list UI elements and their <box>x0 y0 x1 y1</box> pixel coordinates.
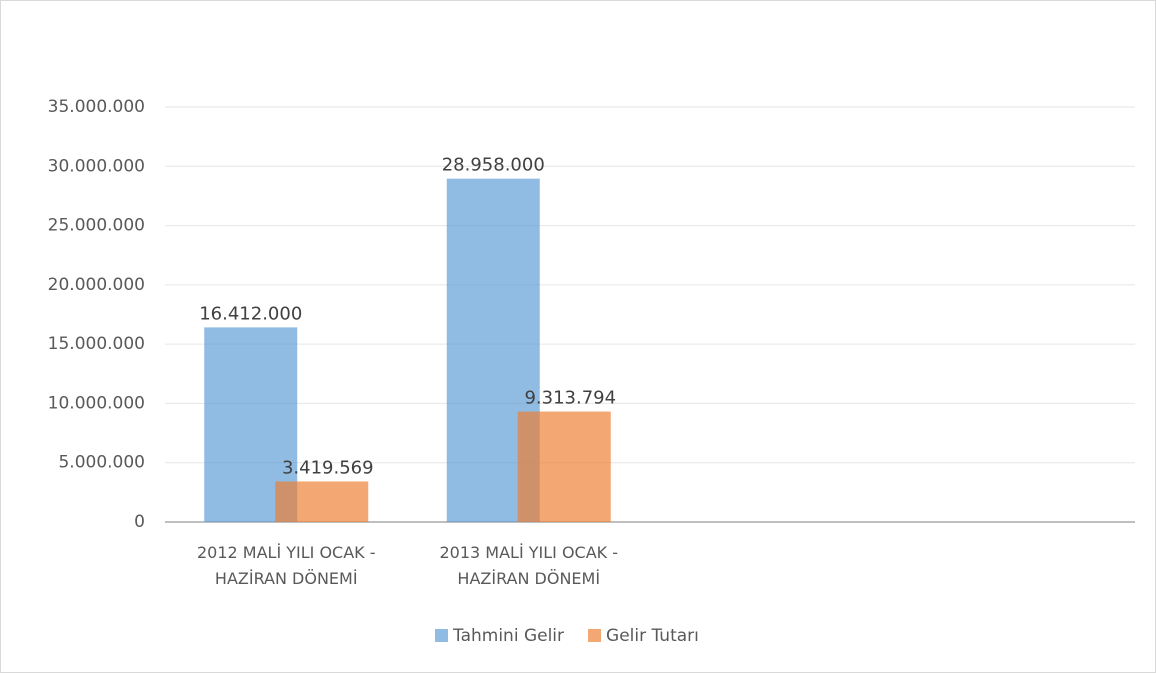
legend-label: Gelir Tutarı <box>606 626 699 646</box>
x-tick-label: 2012 MALİ YILI OCAK - HAZİRAN DÖNEMİ <box>196 543 376 588</box>
data-label: 3.419.569 <box>282 457 374 478</box>
y-tick-label: 5.000.000 <box>58 453 145 473</box>
y-tick-label: 15.000.000 <box>48 334 145 354</box>
bar <box>275 481 369 522</box>
data-label: 16.412.000 <box>199 303 302 324</box>
data-label: 28.958.000 <box>442 155 545 176</box>
x-tick-label: 2013 MALİ YILI OCAK - HAZİRAN DÖNEMİ <box>439 543 619 588</box>
bar <box>517 411 611 522</box>
y-tick-label: 20.000.000 <box>48 275 145 295</box>
y-tick-label: 35.000.000 <box>48 97 145 117</box>
y-tick-label: 0 <box>134 512 145 532</box>
y-tick-label: 25.000.000 <box>48 216 145 236</box>
legend-swatch <box>588 629 602 642</box>
data-label: 9.313.794 <box>524 388 616 409</box>
y-tick-label: 10.000.000 <box>48 393 145 413</box>
legend-label: Tahmini Gelir <box>452 626 564 646</box>
legend-swatch <box>435 629 448 642</box>
y-tick-label: 30.000.000 <box>48 156 145 176</box>
